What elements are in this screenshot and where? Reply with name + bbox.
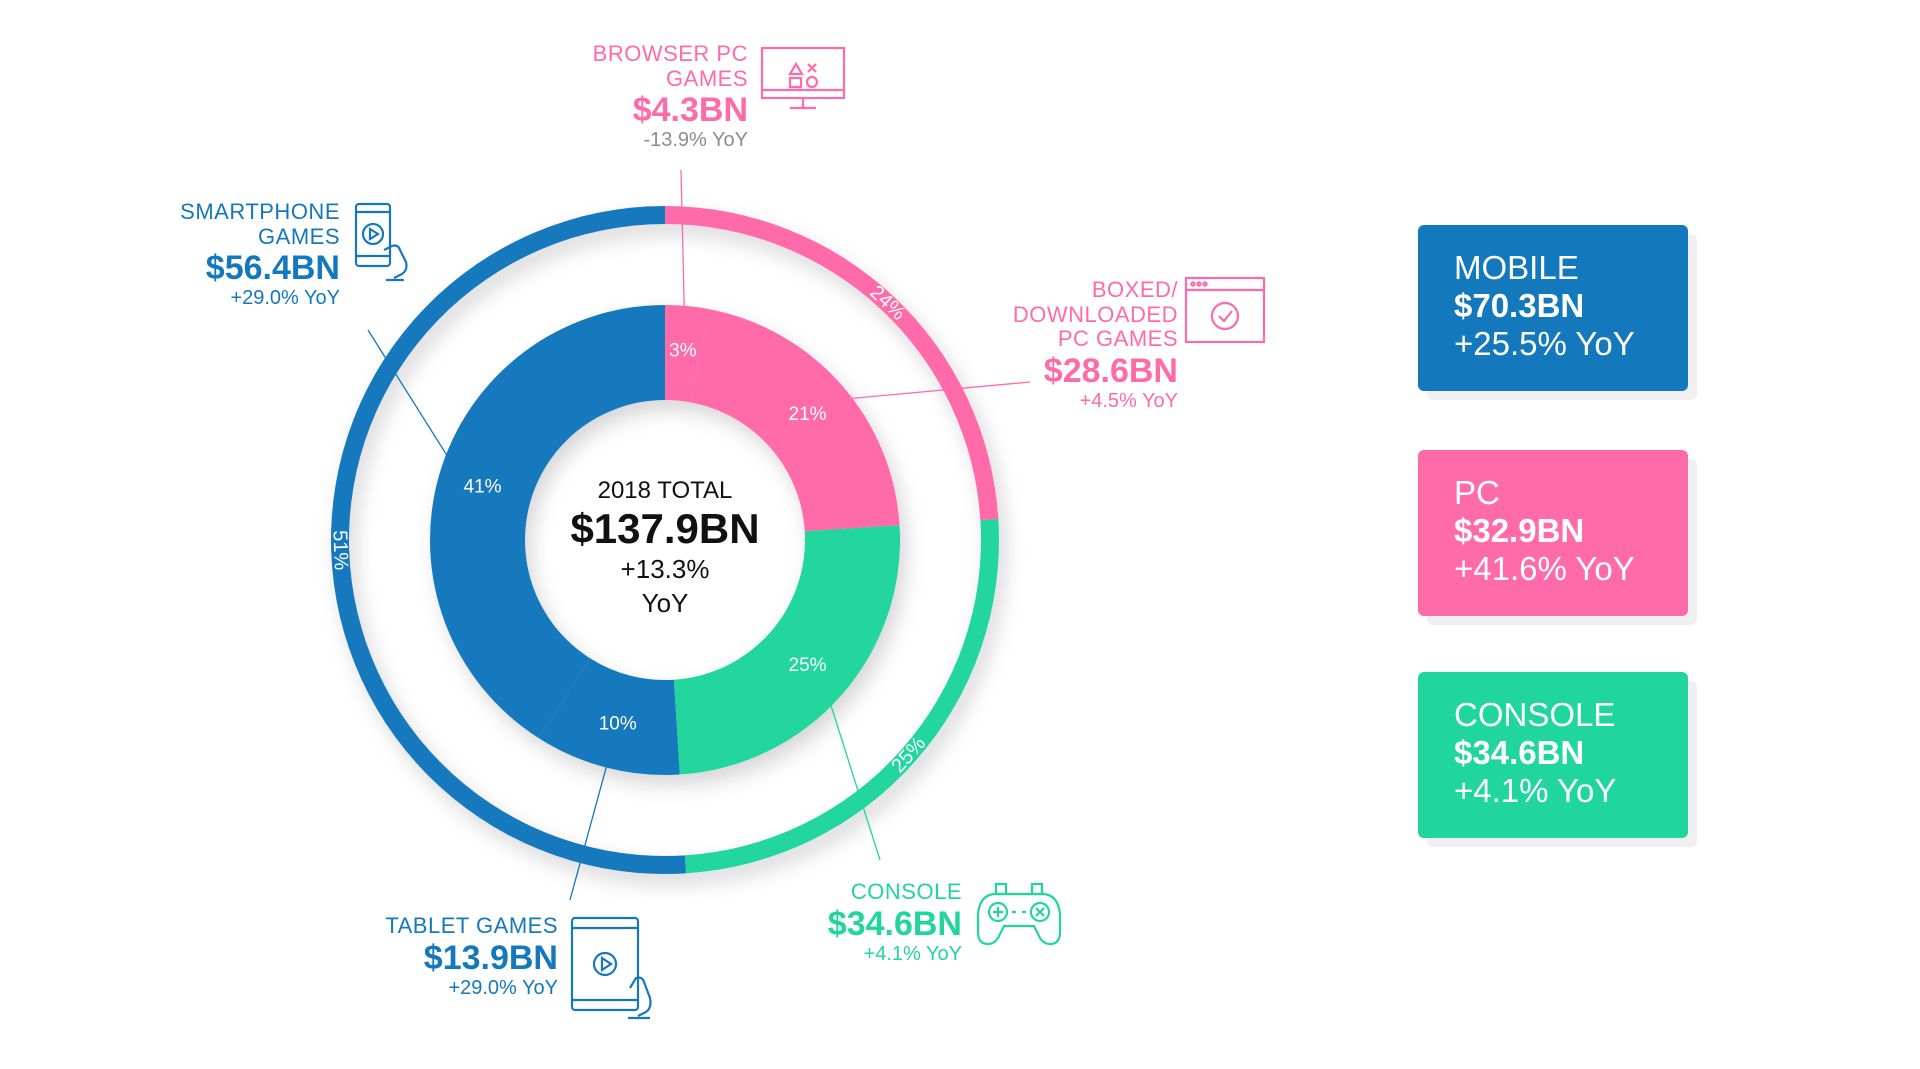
total-yoy-percent: +13.3% [620,554,710,584]
callout-tablet: TABLET GAMES $13.9BN +29.0% YoY [385,913,558,999]
callout-name: DOWNLOADED [1012,301,1178,327]
callout-value: $56.4BN [205,249,340,288]
callout-yoy: +29.0% YoY [230,287,340,310]
summary-card-value: $32.9BN [1454,511,1585,549]
pct-label-tablet-games: 10% [599,714,637,735]
leader-boxed-pc [822,381,1031,402]
browser-window-check-icon [1184,276,1266,344]
total-label: 2018 TOTAL $137.9BN +13.3% YoY [540,477,790,621]
callout-value: $34.6BN [827,904,962,943]
leader-console [821,678,881,861]
callout-console: CONSOLE $34.6BN +4.1% YoY [827,879,962,965]
callout-boxed-pc: BOXED/ DOWNLOADED PC GAMES $28.6BN +4.5%… [1012,277,1178,412]
monitor-icon [760,46,846,110]
gamepad-icon [976,882,1062,946]
callout-name: PC GAMES [1057,326,1178,352]
summary-card-name: PC [1454,474,1500,511]
summary-card-value: $70.3BN [1454,286,1585,324]
smartphone-icon [354,202,408,282]
leader-smartphone [367,329,464,482]
slice-tablet-games [539,658,680,775]
pct-label-browser-pc-games: 3% [669,340,697,361]
summary-card-value: $34.6BN [1454,733,1585,771]
slice-pc [665,206,999,521]
pct-label-console: 25% [789,655,827,676]
summary-card-yoy: +25.5% YoY [1454,324,1635,362]
summary-card-pc: PC $32.9BN +41.6% YoY [1418,450,1688,616]
pct-label-boxed-downloaded-pc-games: 21% [789,404,827,425]
callout-value: $28.6BN [1043,351,1178,390]
slice-smartphone-games [429,305,665,739]
total-value: $137.9BN [570,505,760,552]
callout-yoy: +4.5% YoY [1079,389,1178,412]
total-title: 2018 TOTAL [597,477,733,504]
leader-browser-pc [680,169,686,331]
slice-console [684,519,999,874]
summary-card-name: CONSOLE [1454,696,1616,733]
pct-label-mobile: 51% [329,530,352,571]
callout-yoy: +4.1% YoY [863,942,962,965]
summary-card-yoy: +4.1% YoY [1454,771,1617,809]
summary-card-mobile: MOBILE $70.3BN +25.5% YoY [1418,225,1688,391]
callout-smartphone: SMARTPHONE GAMES $56.4BN +29.0% YoY [180,199,340,310]
leader-tablet [569,743,614,901]
callout-name: BOXED/ [1091,277,1178,302]
slice-browser-pc-games [665,305,710,403]
summary-card-yoy: +41.6% YoY [1454,549,1635,587]
callout-name: BROWSER PC [592,41,748,66]
callout-browser-pc: BROWSER PC GAMES $4.3BN -13.9% YoY [592,41,748,152]
callout-value: $13.9BN [423,938,558,977]
total-yoy-suffix: YoY [641,587,689,618]
callout-value: $4.3BN [632,91,748,130]
callout-yoy: -13.9% YoY [643,129,748,152]
callout-name: TABLET GAMES [385,913,558,938]
callout-name: SMARTPHONE [180,199,340,224]
slice-console [673,525,900,775]
callout-name: GAMES [666,65,748,91]
callout-name: GAMES [258,223,340,249]
tablet-icon [570,916,652,1020]
summary-card-name: MOBILE [1454,249,1579,286]
slice-boxed-downloaded-pc-games [691,309,900,532]
callout-yoy: +29.0% YoY [448,976,558,999]
summary-card-console: CONSOLE $34.6BN +4.1% YoY [1418,672,1688,838]
callout-name: CONSOLE [850,879,962,904]
pct-label-smartphone-games: 41% [464,476,502,497]
